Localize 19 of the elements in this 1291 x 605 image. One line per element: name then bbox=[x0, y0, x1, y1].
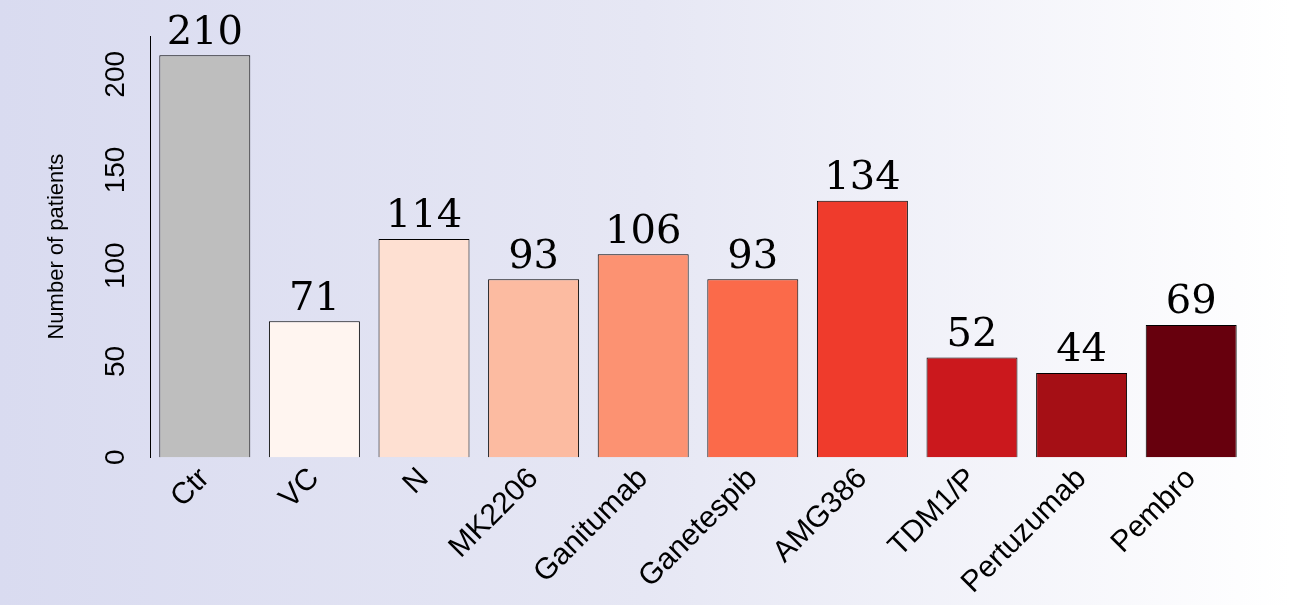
y-tick-label: 50 bbox=[98, 345, 130, 378]
y-tick-label: 150 bbox=[98, 146, 130, 194]
data-label: 114 bbox=[385, 190, 463, 237]
y-tick-label: 200 bbox=[98, 50, 130, 98]
y-axis-title: Number of patients bbox=[43, 153, 69, 340]
x-tick-label: VC bbox=[271, 460, 325, 514]
data-label: 210 bbox=[166, 6, 243, 53]
data-label: 134 bbox=[824, 152, 901, 199]
x-tick-label: N bbox=[395, 460, 435, 500]
data-label: 93 bbox=[508, 230, 560, 277]
x-tick-label: Ctr bbox=[163, 460, 215, 513]
data-label: 71 bbox=[288, 272, 340, 319]
data-label: 44 bbox=[1056, 324, 1108, 371]
data-label: 69 bbox=[1165, 276, 1217, 323]
data-label: 106 bbox=[605, 205, 682, 252]
y-tick-label: 0 bbox=[98, 449, 130, 465]
data-label: 93 bbox=[727, 230, 779, 277]
data-label: 52 bbox=[946, 309, 998, 356]
y-tick-label: 100 bbox=[98, 242, 130, 290]
